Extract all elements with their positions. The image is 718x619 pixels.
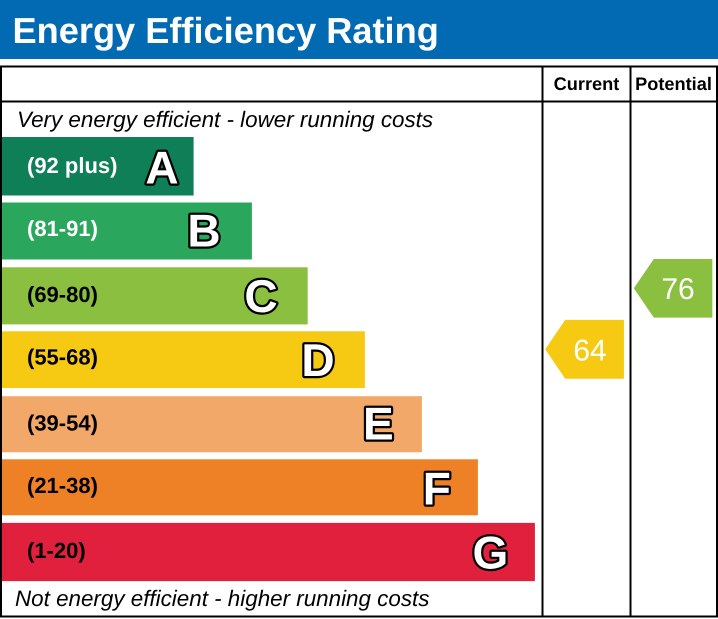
svg-text:Current: Current	[554, 74, 620, 94]
svg-text:F: F	[423, 462, 451, 514]
svg-text:(55-68): (55-68)	[27, 344, 98, 369]
svg-text:Potential: Potential	[635, 74, 712, 94]
svg-text:Very energy efficient - lower: Very energy efficient - lower running co…	[17, 107, 433, 132]
svg-text:(1-20): (1-20)	[27, 538, 86, 563]
svg-text:Energy Efficiency Rating: Energy Efficiency Rating	[13, 10, 439, 51]
svg-text:E: E	[363, 398, 394, 450]
svg-text:D: D	[301, 334, 334, 386]
svg-text:64: 64	[573, 334, 606, 367]
svg-text:(21-38): (21-38)	[27, 473, 98, 498]
svg-text:G: G	[473, 527, 509, 579]
svg-text:76: 76	[661, 273, 694, 306]
svg-text:(81-91): (81-91)	[27, 216, 98, 241]
svg-text:A: A	[145, 141, 178, 193]
svg-text:(39-54): (39-54)	[27, 411, 98, 436]
svg-text:(92 plus): (92 plus)	[27, 153, 117, 178]
svg-text:Not energy efficient - higher: Not energy efficient - higher running co…	[15, 586, 429, 611]
svg-text:B: B	[187, 205, 220, 257]
svg-text:C: C	[244, 270, 277, 322]
svg-text:(69-80): (69-80)	[27, 282, 98, 307]
